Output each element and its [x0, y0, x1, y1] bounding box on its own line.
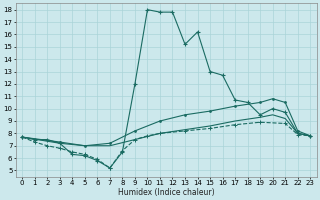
X-axis label: Humidex (Indice chaleur): Humidex (Indice chaleur) [118, 188, 214, 197]
